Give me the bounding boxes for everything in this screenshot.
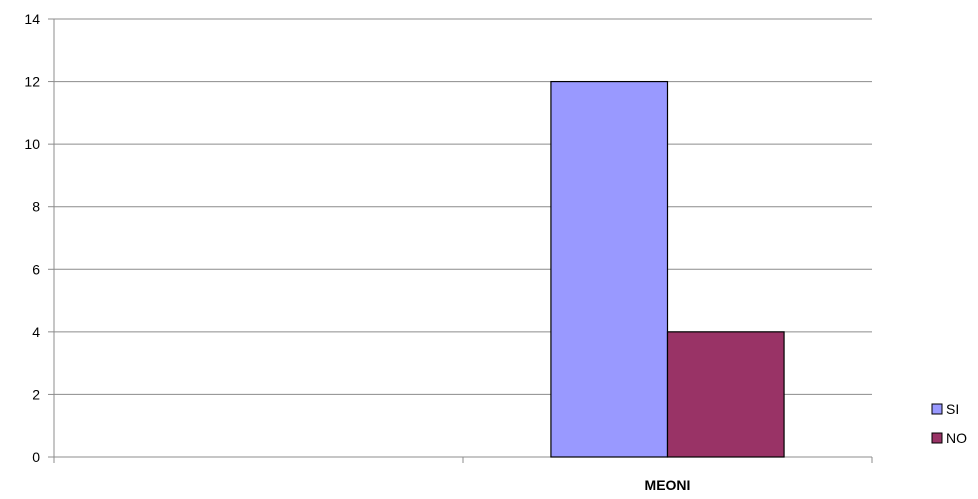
y-tick-label: 14 [24,11,40,27]
gridlines [54,18,872,395]
legend-swatch [931,432,943,444]
y-tick-label: 2 [32,386,40,402]
y-tick-label: 12 [24,74,40,90]
legend: SI NO [931,401,967,446]
legend-label: NO [946,430,967,446]
legend-swatch [931,403,943,415]
bar-no [666,331,785,458]
x-category-label: MEONI [645,477,691,493]
y-tick-label: 0 [32,449,40,465]
y-tick-label: 6 [32,261,40,277]
bars [550,80,785,458]
tick-labels: 0 2 4 6 8 10 12 14 MEONI [24,11,690,493]
legend-label: SI [946,401,959,417]
y-tick-label: 10 [24,136,40,152]
y-tick-label: 8 [32,199,40,215]
y-tick-label: 4 [32,324,40,340]
bar-si [550,80,669,458]
